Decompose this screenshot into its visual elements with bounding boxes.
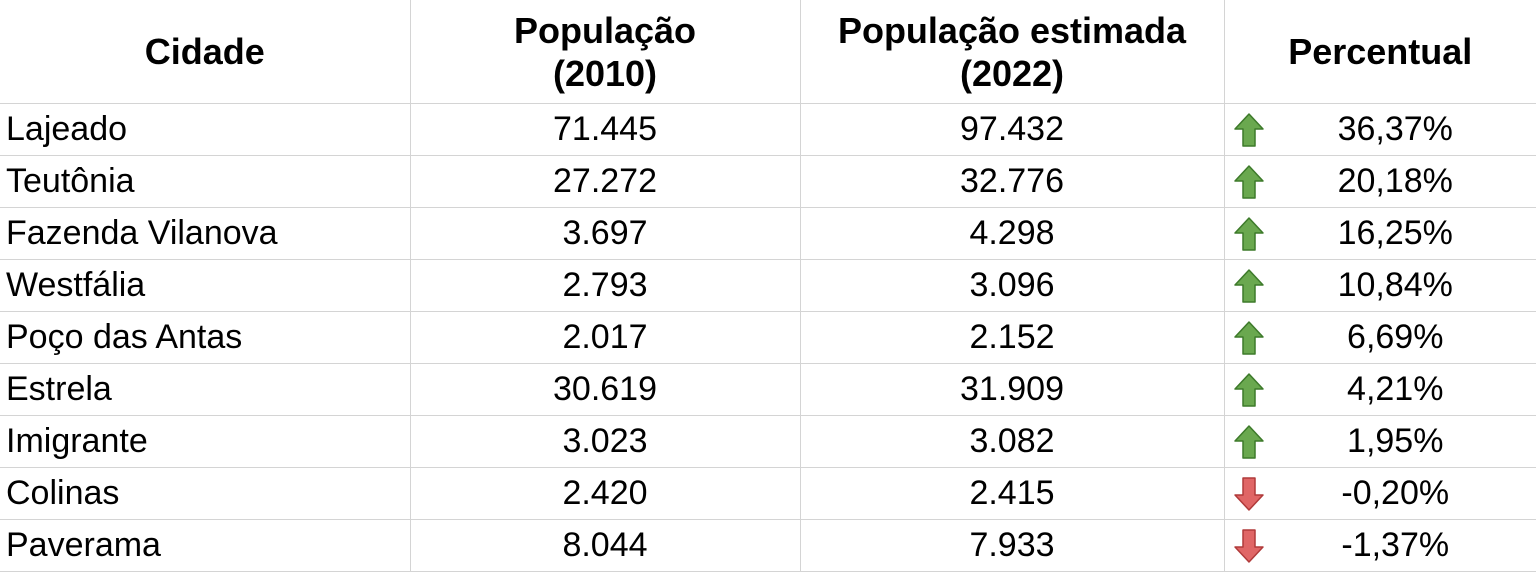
percent-value: 36,37% bbox=[1337, 110, 1453, 148]
header-pop-2010: População (2010) bbox=[409, 0, 801, 104]
percent-value: -1,37% bbox=[1341, 526, 1450, 564]
cell-pop-2010: 8.044 bbox=[409, 519, 801, 572]
cell-city: Poço das Antas bbox=[0, 311, 411, 364]
table-row: Estrela 30.619 31.909 4,21% bbox=[0, 363, 1536, 416]
cell-percent: -0,20% bbox=[1223, 467, 1536, 520]
arrow-up-icon bbox=[1233, 372, 1265, 408]
cell-pop-2010: 2.017 bbox=[409, 311, 801, 364]
cell-percent: 6,69% bbox=[1223, 311, 1536, 364]
cell-pop-2010: 3.023 bbox=[409, 415, 801, 468]
cell-city: Imigrante bbox=[0, 415, 411, 468]
header-row: Cidade População (2010) População estima… bbox=[0, 0, 1536, 104]
cell-city: Estrela bbox=[0, 363, 411, 416]
percent-value: -0,20% bbox=[1341, 474, 1450, 512]
cell-pop-2010: 30.619 bbox=[409, 363, 801, 416]
cell-percent: 20,18% bbox=[1223, 155, 1536, 208]
table-row: Poço das Antas 2.017 2.152 6,69% bbox=[0, 311, 1536, 364]
cell-percent: 4,21% bbox=[1223, 363, 1536, 416]
table-row: Colinas 2.420 2.415 -0,20% bbox=[0, 467, 1536, 520]
cell-pop-2022: 2.152 bbox=[799, 311, 1225, 364]
cell-pop-2022: 3.082 bbox=[799, 415, 1225, 468]
cell-percent: 1,95% bbox=[1223, 415, 1536, 468]
percent-value: 10,84% bbox=[1337, 266, 1453, 304]
table-row: Lajeado 71.445 97.432 36,37% bbox=[0, 103, 1536, 156]
percent-value: 6,69% bbox=[1347, 318, 1444, 356]
cell-city: Teutônia bbox=[0, 155, 411, 208]
cell-percent: 16,25% bbox=[1223, 207, 1536, 260]
cell-pop-2010: 27.272 bbox=[409, 155, 801, 208]
cell-pop-2022: 3.096 bbox=[799, 259, 1225, 312]
arrow-up-icon bbox=[1233, 320, 1265, 356]
table-row: Westfália 2.793 3.096 10,84% bbox=[0, 259, 1536, 312]
percent-value: 4,21% bbox=[1347, 370, 1444, 408]
cell-percent: 36,37% bbox=[1223, 103, 1536, 156]
cell-pop-2010: 2.420 bbox=[409, 467, 801, 520]
cell-percent: 10,84% bbox=[1223, 259, 1536, 312]
cell-pop-2010: 3.697 bbox=[409, 207, 801, 260]
cell-pop-2022: 2.415 bbox=[799, 467, 1225, 520]
table-row: Imigrante 3.023 3.082 1,95% bbox=[0, 415, 1536, 468]
cell-pop-2010: 71.445 bbox=[409, 103, 801, 156]
cell-pop-2022: 4.298 bbox=[799, 207, 1225, 260]
header-percent: Percentual bbox=[1223, 0, 1536, 104]
arrow-up-icon bbox=[1233, 424, 1265, 460]
arrow-up-icon bbox=[1233, 216, 1265, 252]
cell-city: Westfália bbox=[0, 259, 411, 312]
header-pop-2022: População estimada (2022) bbox=[799, 0, 1225, 104]
arrow-up-icon bbox=[1233, 112, 1265, 148]
cell-pop-2022: 32.776 bbox=[799, 155, 1225, 208]
cell-percent: -1,37% bbox=[1223, 519, 1536, 572]
percent-value: 1,95% bbox=[1347, 422, 1444, 460]
cell-pop-2022: 31.909 bbox=[799, 363, 1225, 416]
table-row: Teutônia 27.272 32.776 20,18% bbox=[0, 155, 1536, 208]
cell-city: Paverama bbox=[0, 519, 411, 572]
cell-city: Fazenda Vilanova bbox=[0, 207, 411, 260]
arrow-down-icon bbox=[1233, 476, 1265, 512]
cell-pop-2022: 7.933 bbox=[799, 519, 1225, 572]
arrow-up-icon bbox=[1233, 164, 1265, 200]
percent-value: 20,18% bbox=[1337, 162, 1453, 200]
percent-value: 16,25% bbox=[1337, 214, 1453, 252]
header-city: Cidade bbox=[0, 0, 411, 104]
arrow-up-icon bbox=[1233, 268, 1265, 304]
arrow-down-icon bbox=[1233, 528, 1265, 564]
cell-pop-2022: 97.432 bbox=[799, 103, 1225, 156]
cell-city: Lajeado bbox=[0, 103, 411, 156]
table-row: Paverama 8.044 7.933 -1,37% bbox=[0, 519, 1536, 572]
table-row: Fazenda Vilanova 3.697 4.298 16,25% bbox=[0, 207, 1536, 260]
cell-city: Colinas bbox=[0, 467, 411, 520]
cell-pop-2010: 2.793 bbox=[409, 259, 801, 312]
